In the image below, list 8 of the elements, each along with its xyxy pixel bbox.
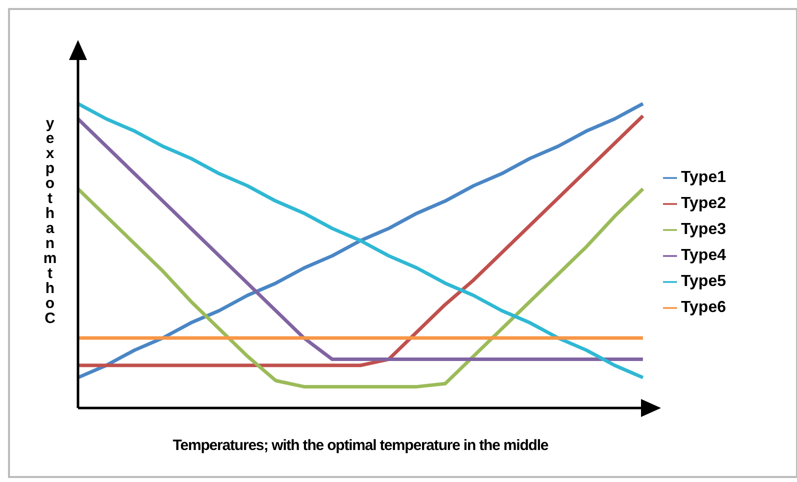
legend-label: Type4: [680, 247, 726, 264]
legend-label: Type6: [680, 299, 726, 316]
text: yexpothanmthoC: [43, 115, 57, 327]
legend-label: Type2: [680, 195, 726, 212]
x-axis-title: Temperatures; with the optimal temperature in the middle: [172, 437, 548, 454]
legend-label: Type5: [680, 273, 726, 290]
legend-label: Type1: [680, 169, 726, 186]
legend-label: Type3: [680, 221, 726, 238]
